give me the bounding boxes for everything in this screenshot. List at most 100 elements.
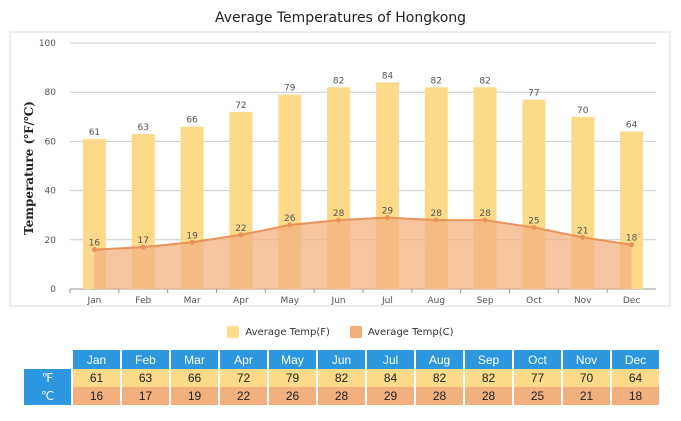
data-label-c: 28 <box>479 209 491 219</box>
table-header-month: Sep <box>465 350 512 369</box>
point-c <box>189 239 195 245</box>
table-cell-c: 28 <box>318 387 365 405</box>
data-label-c: 19 <box>186 231 198 241</box>
x-tick-label: May <box>280 296 299 306</box>
legend: Average Temp(F) Average Temp(C) <box>0 326 681 338</box>
table-cell-f: 82 <box>318 369 365 387</box>
x-tick-label: Nov <box>574 296 592 306</box>
table-header-month: Nov <box>563 350 610 369</box>
y-tick-label: 60 <box>45 137 57 147</box>
table-corner <box>24 350 71 369</box>
table-cell-c: 28 <box>416 387 463 405</box>
legend-label-c: Average Temp(C) <box>367 326 454 338</box>
legend-swatch-c <box>349 326 362 338</box>
data-label-f: 79 <box>284 84 296 94</box>
table-cell-f: 82 <box>465 369 512 387</box>
table-header-month: Dec <box>612 350 659 369</box>
chart-svg: 61 63 66 72 79 82 84 82 82 77 70 64 16 17 19 22 26 28 29 28… <box>9 31 671 307</box>
data-label-c: 16 <box>89 239 101 249</box>
data-label-f: 70 <box>577 106 589 116</box>
data-label-c: 29 <box>382 207 394 217</box>
point-c <box>482 217 488 223</box>
line-c <box>94 216 632 251</box>
x-tick-label: Jul <box>381 296 393 306</box>
table-cell-c: 19 <box>171 387 218 405</box>
y-tick-label: 40 <box>45 187 57 197</box>
table-cell-f: 72 <box>220 369 267 387</box>
table-cell-c: 28 <box>465 387 512 405</box>
legend-item-f[interactable]: Average Temp(F) <box>227 326 330 338</box>
x-tick-label: Feb <box>135 296 151 306</box>
point-c <box>336 217 342 223</box>
legend-label-f: Average Temp(F) <box>245 326 330 338</box>
row-label-c: ℃ <box>24 387 71 405</box>
table-cell-c: 25 <box>514 387 561 405</box>
table-cell-f: 61 <box>73 369 120 387</box>
point-c <box>91 247 97 253</box>
table-header-month: Mar <box>171 350 218 369</box>
data-label-f: 61 <box>89 128 100 138</box>
table-cell-f: 82 <box>416 369 463 387</box>
table-cell-c: 26 <box>269 387 316 405</box>
table-cell-f: 70 <box>563 369 610 387</box>
point-c <box>238 232 244 238</box>
data-label-f: 64 <box>626 121 638 131</box>
y-axis-label: Temperature (℉/℃) <box>22 101 36 235</box>
table-cell-c: 16 <box>73 387 120 405</box>
table-header-month: Jan <box>73 350 120 369</box>
data-label-f: 72 <box>235 101 246 111</box>
table-cell-c: 17 <box>122 387 169 405</box>
data-label-f: 66 <box>186 116 198 126</box>
data-label-f: 77 <box>528 89 539 99</box>
data-label-f: 84 <box>382 71 394 81</box>
x-tick-label: Sep <box>477 296 494 306</box>
x-tick-label: Aug <box>427 296 445 306</box>
legend-item-c[interactable]: Average Temp(C) <box>349 326 454 338</box>
data-label-c: 28 <box>333 209 345 219</box>
x-tick-label: Dec <box>623 296 640 306</box>
x-tick-label: Jun <box>331 296 346 306</box>
point-c <box>140 244 146 250</box>
data-label-f: 82 <box>333 76 344 86</box>
point-c <box>287 222 293 228</box>
x-tick-label: Mar <box>184 296 201 306</box>
table-cell-f: 79 <box>269 369 316 387</box>
table-cell-c: 29 <box>367 387 414 405</box>
table-cell-c: 22 <box>220 387 267 405</box>
y-tick-label: 20 <box>45 236 57 246</box>
point-c <box>433 217 439 223</box>
area-c <box>94 217 632 289</box>
table-header-month: Jul <box>367 350 414 369</box>
data-label-f: 82 <box>431 76 442 86</box>
x-tick-label: Oct <box>526 296 542 306</box>
table-cell-f: 77 <box>514 369 561 387</box>
point-c <box>531 225 537 230</box>
table-cell-c: 18 <box>612 387 659 405</box>
data-label-c: 25 <box>528 217 539 227</box>
table-cell-f: 66 <box>171 369 218 387</box>
data-label-c: 28 <box>431 209 443 219</box>
data-table: Jan Feb Mar Apr May Jun Jul Aug Sep Oct Nov Dec ℉ 61… <box>22 350 661 405</box>
row-label-f: ℉ <box>24 369 71 387</box>
data-label-c: 22 <box>235 224 246 234</box>
point-c <box>384 215 390 221</box>
y-tick-label: 0 <box>50 285 56 295</box>
x-tick-label: Jan <box>86 296 101 306</box>
point-c <box>580 234 586 240</box>
data-label-c: 21 <box>577 226 588 236</box>
data-label-f: 82 <box>479 76 490 86</box>
data-label-c: 26 <box>284 214 296 224</box>
y-tick-label: 100 <box>39 39 56 49</box>
y-tick-label: 80 <box>45 88 57 98</box>
table-header-month: Aug <box>416 350 463 369</box>
legend-swatch-f <box>227 326 240 338</box>
data-label-c: 17 <box>138 236 149 246</box>
table-header-month: Oct <box>514 350 561 369</box>
x-tick-label: Apr <box>233 296 249 306</box>
table-header-month: Jun <box>318 350 365 369</box>
table-cell-f: 84 <box>367 369 414 387</box>
chart-title: Average Temperatures of Hongkong <box>214 10 467 26</box>
table-header-month: Feb <box>122 350 169 369</box>
table-header-month: Apr <box>220 350 267 369</box>
